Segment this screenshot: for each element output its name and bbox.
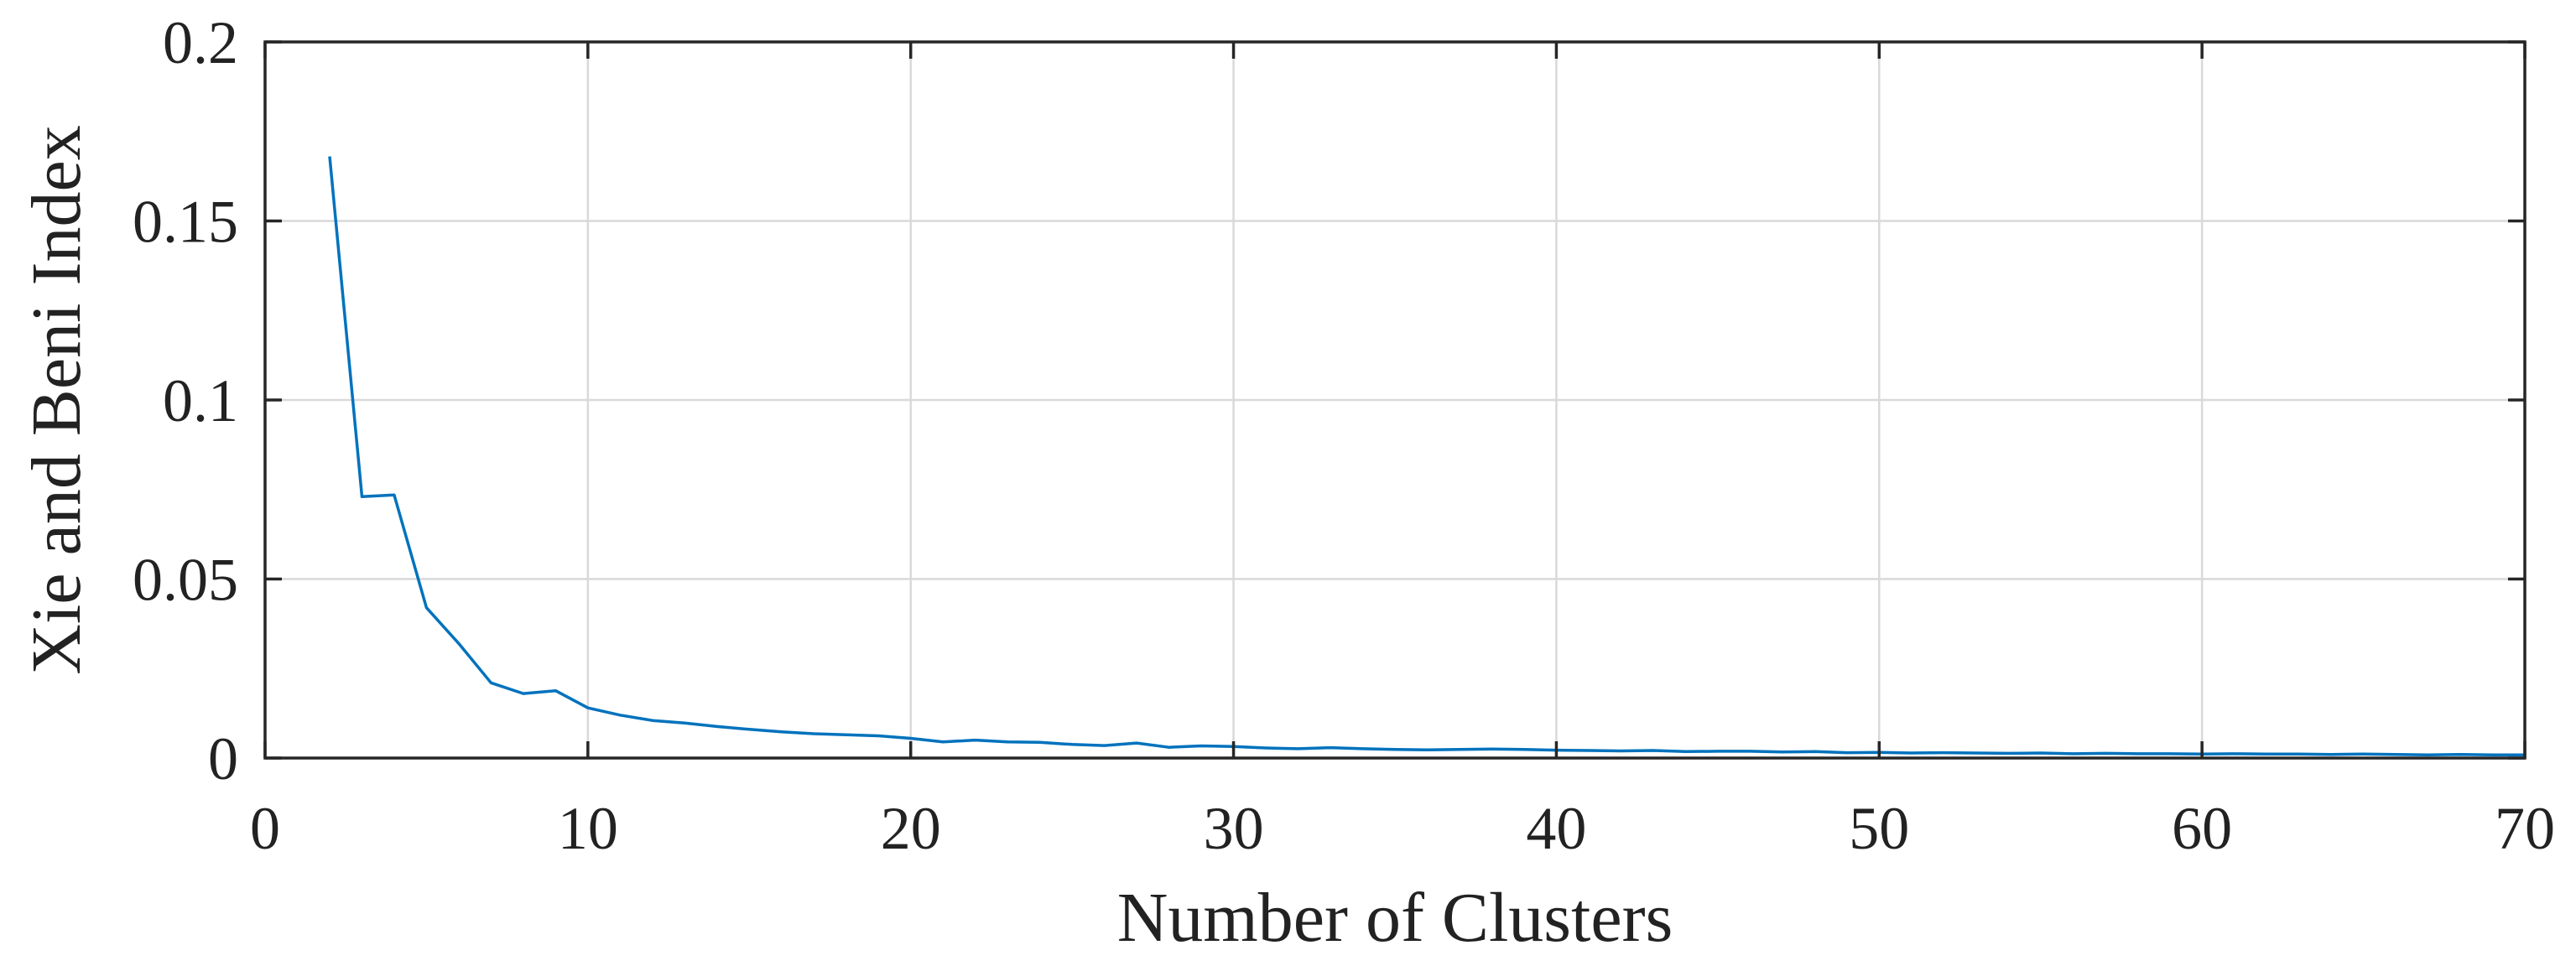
x-tick-label: 10 bbox=[558, 795, 618, 862]
x-tick-label: 70 bbox=[2495, 795, 2555, 862]
x-tick-label: 0 bbox=[250, 795, 280, 862]
x-tick-label: 40 bbox=[1526, 795, 1586, 862]
y-tick-label: 0.2 bbox=[163, 9, 238, 76]
tick-marks bbox=[263, 40, 2527, 760]
y-tick-label: 0.05 bbox=[133, 547, 238, 614]
y-tick-label: 0.15 bbox=[133, 189, 238, 256]
x-tick-labels: 0 10 20 30 40 50 60 70 bbox=[250, 795, 2555, 862]
series-line bbox=[328, 156, 2525, 756]
x-tick-label: 60 bbox=[2172, 795, 2232, 862]
x-tick-label: 20 bbox=[881, 795, 941, 862]
y-tick-label: 0 bbox=[208, 725, 238, 792]
x-axis-title: Number of Clusters bbox=[1117, 879, 1673, 957]
y-axis-title: Xie and Beni Index bbox=[18, 125, 96, 674]
y-tick-labels: 0 0.05 0.1 0.15 0.2 bbox=[133, 9, 238, 792]
grid-lines bbox=[263, 40, 2527, 760]
x-tick-label: 30 bbox=[1204, 795, 1264, 862]
y-tick-label: 0.1 bbox=[163, 367, 238, 434]
x-tick-label: 50 bbox=[1849, 795, 1909, 862]
